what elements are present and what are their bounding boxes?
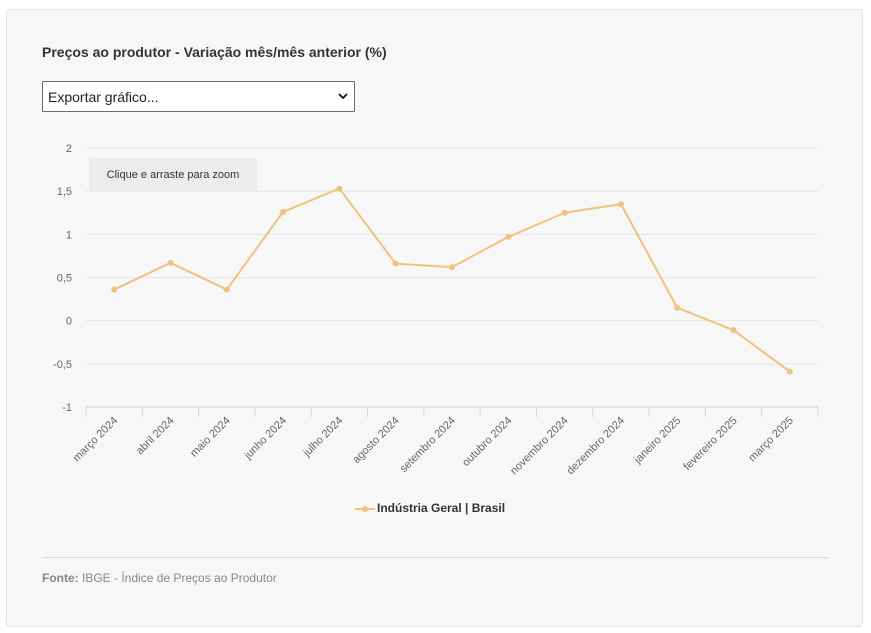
y-tick-label: 0 — [66, 316, 72, 328]
x-tick-label: novembro 2024 — [508, 415, 571, 478]
source-text: IBGE - Índice de Preços ao Produtor — [82, 571, 277, 585]
x-tick-label: outubro 2024 — [460, 415, 514, 469]
x-tick-label: agosto 2024 — [351, 415, 402, 466]
data-point[interactable] — [111, 286, 118, 293]
x-tick-label: junho 2024 — [242, 415, 290, 463]
data-point[interactable] — [336, 185, 343, 192]
x-axis-tick-labels: março 2024 abril 2024 maio 2024 junho 2024 j… — [71, 415, 796, 478]
y-tick-label: 1 — [66, 229, 72, 241]
y-tick-label: 1,5 — [57, 186, 72, 198]
source-note: Fonte: IBGE - Índice de Preços ao Produt… — [42, 571, 277, 585]
legend-label: Indústria Geral | Brasil — [377, 501, 506, 515]
series-line[interactable] — [113, 187, 791, 373]
y-tick-label: -0,5 — [53, 359, 72, 371]
export-chart-select[interactable]: Exportar gráfico... — [42, 81, 355, 112]
data-point[interactable] — [617, 201, 624, 208]
data-point[interactable] — [167, 259, 174, 266]
data-point[interactable] — [392, 260, 399, 267]
y-tick-label: 0,5 — [57, 273, 72, 285]
y-tick-label: -1 — [62, 402, 72, 414]
x-tick-label: julho 2024 — [300, 415, 345, 460]
data-point[interactable] — [505, 233, 512, 240]
data-point[interactable] — [449, 264, 455, 271]
data-point[interactable] — [561, 209, 568, 216]
x-tick-label: fevereiro 2025 — [681, 415, 739, 473]
x-axis — [85, 406, 819, 417]
legend-line-marker-icon — [355, 506, 375, 512]
x-tick-label: março 2025 — [746, 415, 796, 465]
y-axis-tick-labels: 2 1,5 1 0,5 0 -0,5 -1 — [53, 143, 72, 414]
x-tick-label: setembro 2024 — [398, 415, 458, 475]
series-industria-geral[interactable] — [111, 185, 793, 375]
data-point[interactable] — [223, 286, 230, 293]
divider — [42, 557, 828, 558]
chart-title: Preços ao produtor - Variação mês/mês an… — [42, 44, 387, 60]
grid-lines — [86, 147, 818, 365]
x-tick-label: março 2024 — [71, 415, 121, 465]
zoom-hint-tooltip: Clique e arraste para zoom — [89, 158, 257, 192]
x-tick-label: maio 2024 — [188, 415, 233, 460]
data-point[interactable] — [730, 327, 737, 334]
x-tick-label: abril 2024 — [134, 415, 177, 458]
export-select-value: Exportar gráfico... — [48, 89, 159, 105]
chart-panel — [6, 9, 863, 627]
data-point[interactable] — [280, 208, 287, 215]
data-point[interactable] — [674, 304, 681, 311]
x-tick-label: janeiro 2025 — [631, 415, 683, 467]
data-point[interactable] — [786, 368, 793, 375]
chevron-down-icon — [338, 93, 348, 100]
y-tick-label: 2 — [66, 143, 72, 155]
x-tick-label: dezembro 2024 — [564, 415, 627, 478]
source-label: Fonte: — [42, 571, 79, 585]
